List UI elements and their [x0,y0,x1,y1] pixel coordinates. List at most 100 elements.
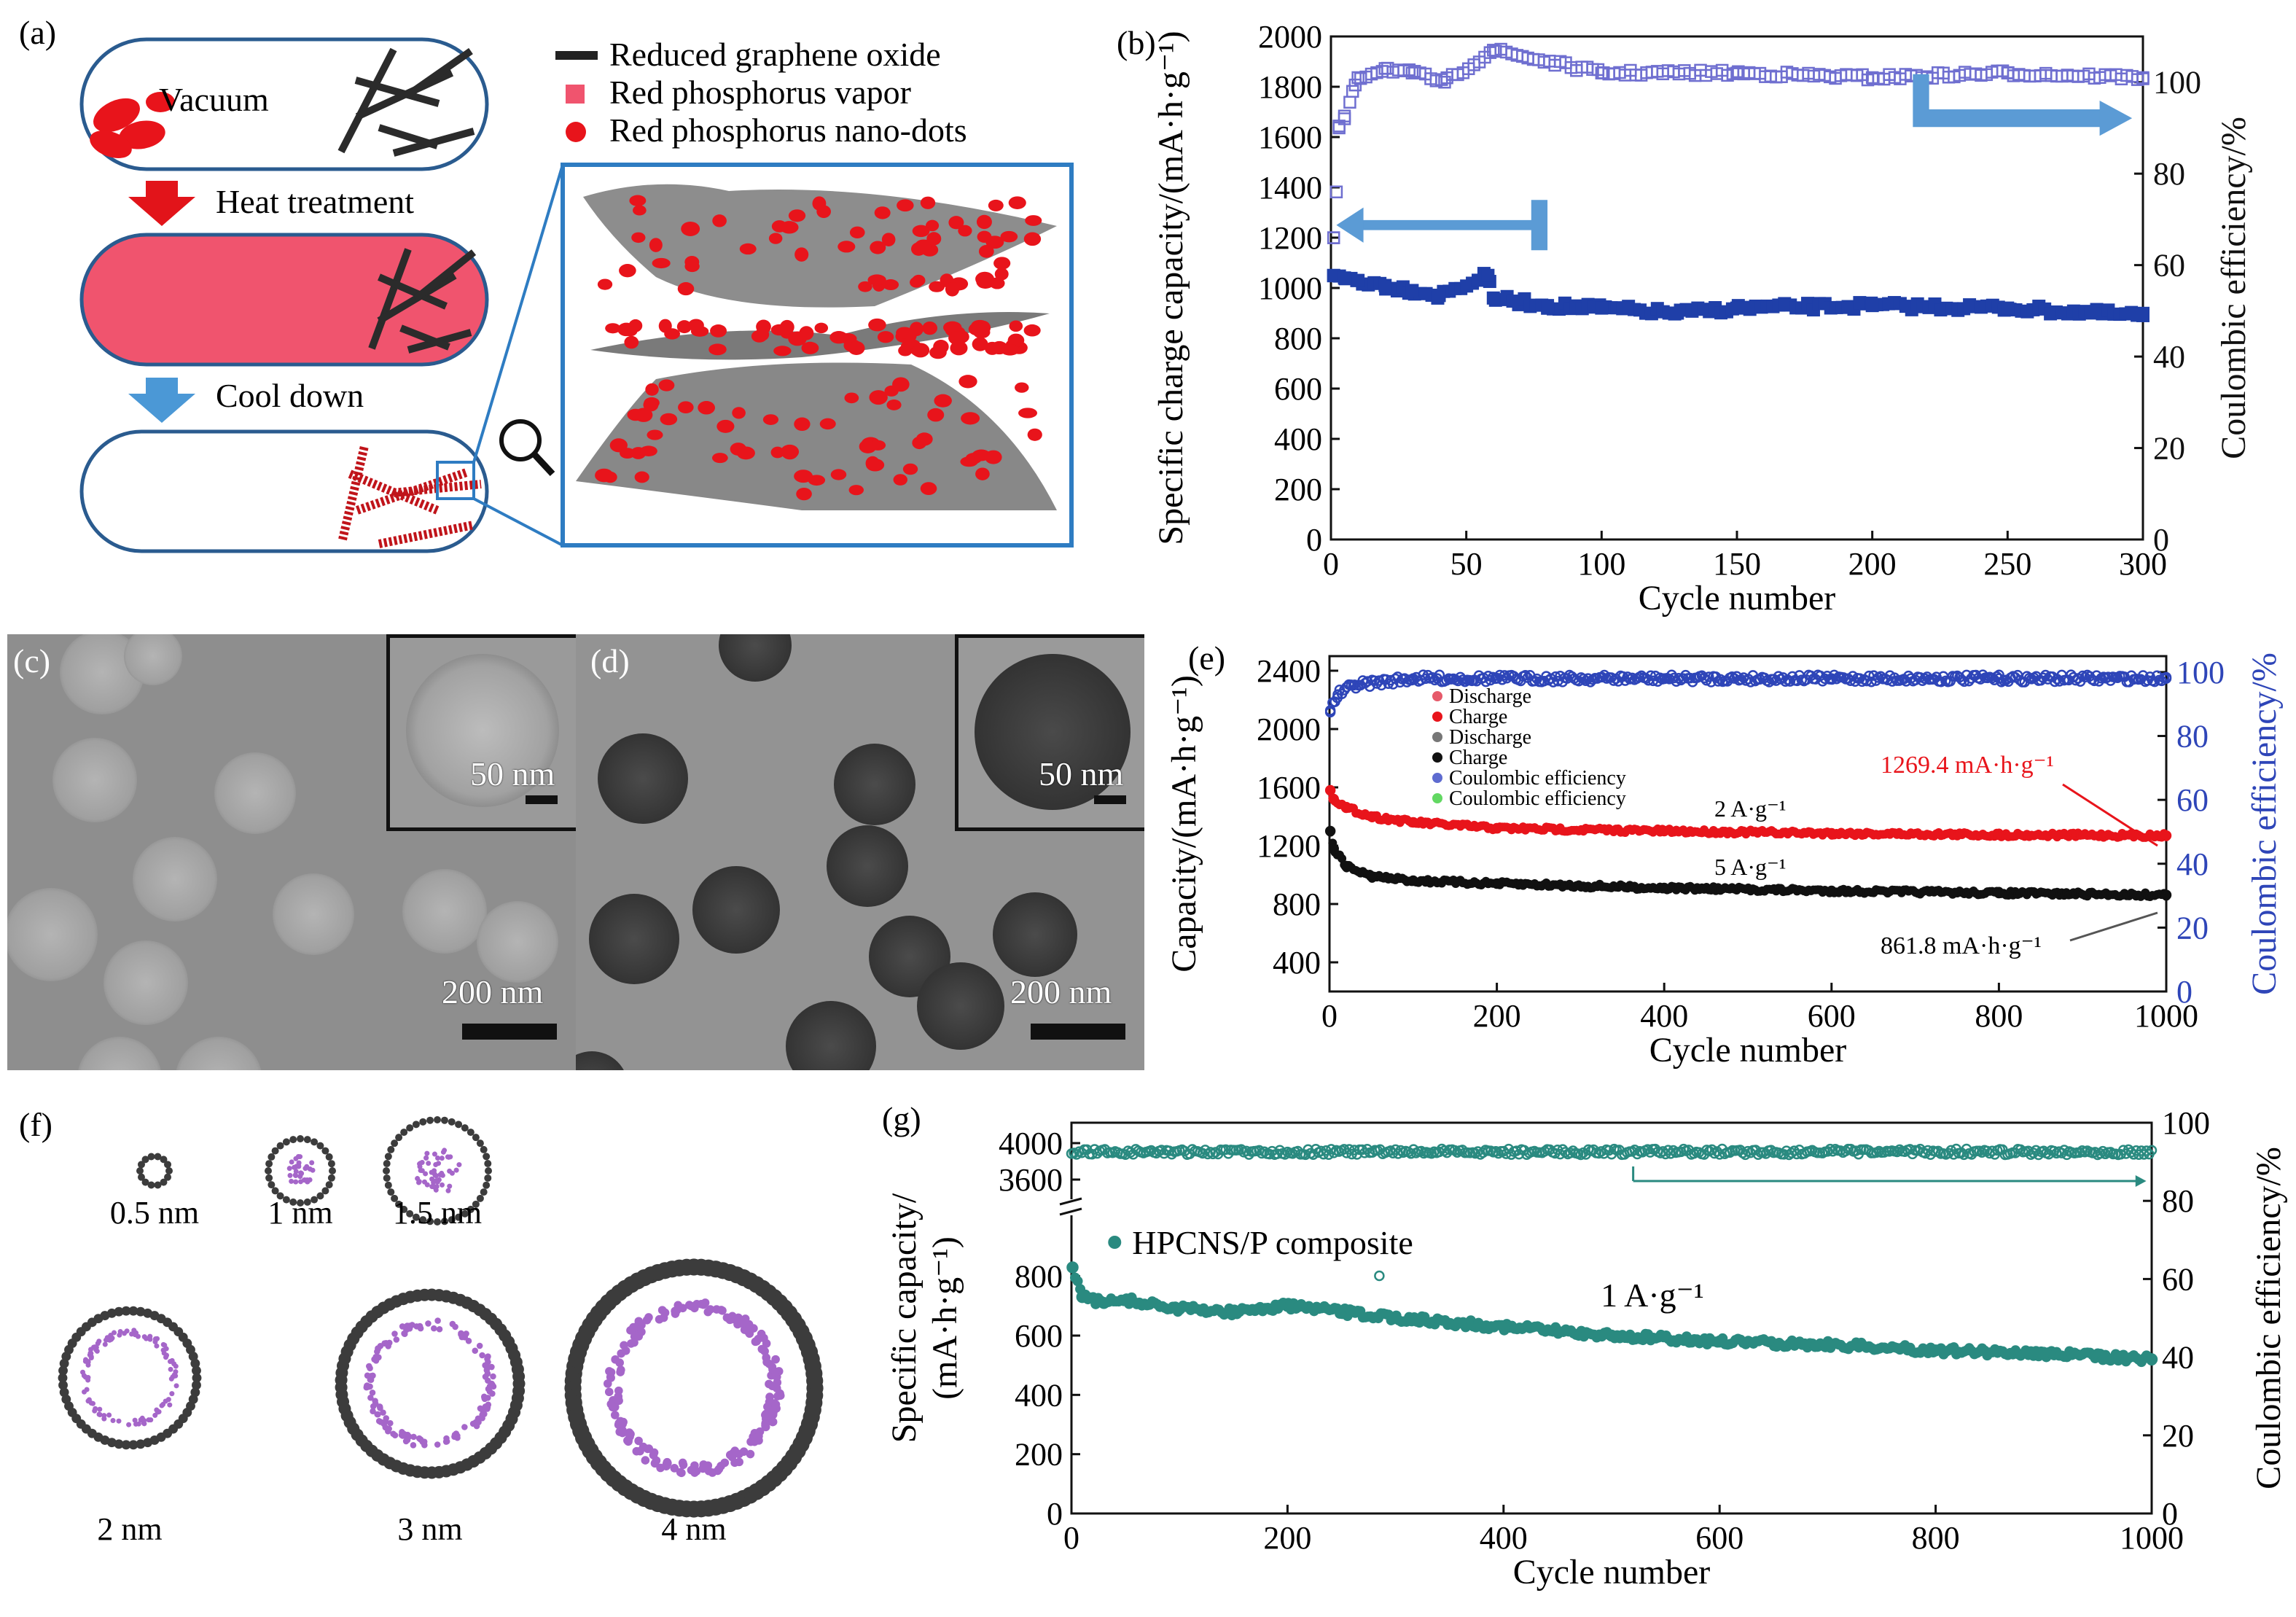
panel-b-letter: (b) [1117,24,1156,61]
x-tick-label: 150 [1713,546,1761,582]
phosphorus-atom [451,1433,458,1440]
data-point [1346,85,1359,98]
phosphorus-atom [81,1373,87,1379]
nanodot [595,468,614,483]
y-tick-label: 800 [1273,887,1321,922]
phosphorus-atom [363,1384,370,1391]
phosphorus-atom [465,1338,472,1344]
phosphorus-atom [370,1408,376,1414]
data-point [1541,299,1555,313]
nanodot [922,321,937,335]
arrow-right-axis [1913,74,2106,128]
phosphorus-atom [148,1417,154,1423]
phosphorus-atom [768,1417,778,1427]
axis-break [1059,1207,1082,1216]
nanoparticle [719,634,792,682]
carbon-atom [383,1160,391,1168]
carbon-atom [395,1200,403,1208]
y2-tick-label: 100 [2176,655,2225,690]
phosphorus-atom [377,1405,383,1411]
phosphorus-atom [616,1365,625,1374]
data-point [1279,1149,1291,1160]
y-tick-label: 2400 [1257,653,1321,689]
phosphorus-pellet [119,120,165,149]
y2-tick-label: 100 [2153,65,2201,101]
data-point [1481,268,1495,282]
series-left [1324,784,2172,842]
data-point [2136,308,2149,322]
phosphorus-atom [618,1428,627,1438]
phosphorus-atom [433,1173,439,1179]
carbon-atom [128,1440,138,1450]
phosphorus-atom [387,1419,394,1427]
nanodot [629,195,647,206]
data-point [2160,673,2172,684]
carbon-atom [121,1306,131,1316]
phosphorus-atom [84,1387,90,1392]
y2-tick-label: 80 [2153,156,2185,192]
nanodot [1008,196,1026,209]
nanodot [639,445,657,456]
carbon-atom [476,1194,484,1202]
panel-d-image: 50 nm (d) 200 nm [576,634,1144,1070]
carbon-atom [419,1216,427,1224]
carbon-atom [276,1142,284,1150]
rgo-sheets [337,47,475,157]
data-point [2097,1145,2109,1157]
phosphorus-atom [708,1468,717,1477]
data-point [1658,673,1670,684]
nanodot [794,247,809,262]
pore-size-label: 0.5 nm [110,1195,199,1231]
phosphorus-nanodots [595,195,1042,501]
nanodot [976,214,992,230]
nanodot [794,417,811,432]
phosphorus-atom [413,1323,420,1330]
phosphorus-atom [110,1417,116,1423]
carbon-atom [327,1160,335,1168]
legend-label: HPCNS/P composite [1132,1224,1413,1261]
data-point [2080,671,2090,683]
nanodot [631,232,646,243]
carbon-atom [461,1124,469,1132]
data-point [1066,1261,1079,1274]
carbon-atom [329,1167,336,1174]
phosphorus-atom [641,1456,650,1465]
y-tick-label: 800 [1274,321,1322,356]
phosphorus-atom [436,1326,443,1333]
nanoparticle [827,825,908,907]
data-point [1752,1149,1764,1160]
phosphorus-atom [484,1406,491,1412]
data-point [2090,1147,2101,1158]
phosphorus-atom [697,1299,706,1309]
nanodot [814,322,829,334]
phosphorus-atom [727,1452,737,1462]
y-axis-label: Specific capacity/ [885,1193,924,1443]
y2-tick-label: 20 [2153,431,2185,467]
data-point [1389,1312,1402,1324]
carbon-atom [282,1196,290,1204]
x-tick-label: 300 [2119,546,2167,582]
legend-label: Coulombic efficiency [1449,767,1626,790]
nanodot [622,326,638,337]
nanodot [902,463,918,475]
data-point [1340,860,1352,872]
y-tick-label: 3600 [999,1162,1063,1198]
nanodot [658,319,672,333]
nanodot [649,238,663,252]
nanodot [732,407,746,419]
x-axis-label: Cycle number [1513,1553,1711,1591]
nanodot [681,221,700,236]
data-point [1378,62,1392,75]
phosphorus-atom [449,1170,455,1176]
phosphorus-atom [435,1155,441,1161]
phosphorus-atom [298,1170,304,1176]
nanodot [677,282,695,296]
y-tick-label: 4000 [999,1126,1063,1161]
phosphorus-atom [739,1447,749,1456]
data-point [1362,676,1373,687]
carbon-atom [466,1205,475,1213]
phosphorus-atom [295,1154,301,1160]
nanodot [770,324,788,336]
nanodot [688,319,704,332]
data-point [1328,793,1339,805]
